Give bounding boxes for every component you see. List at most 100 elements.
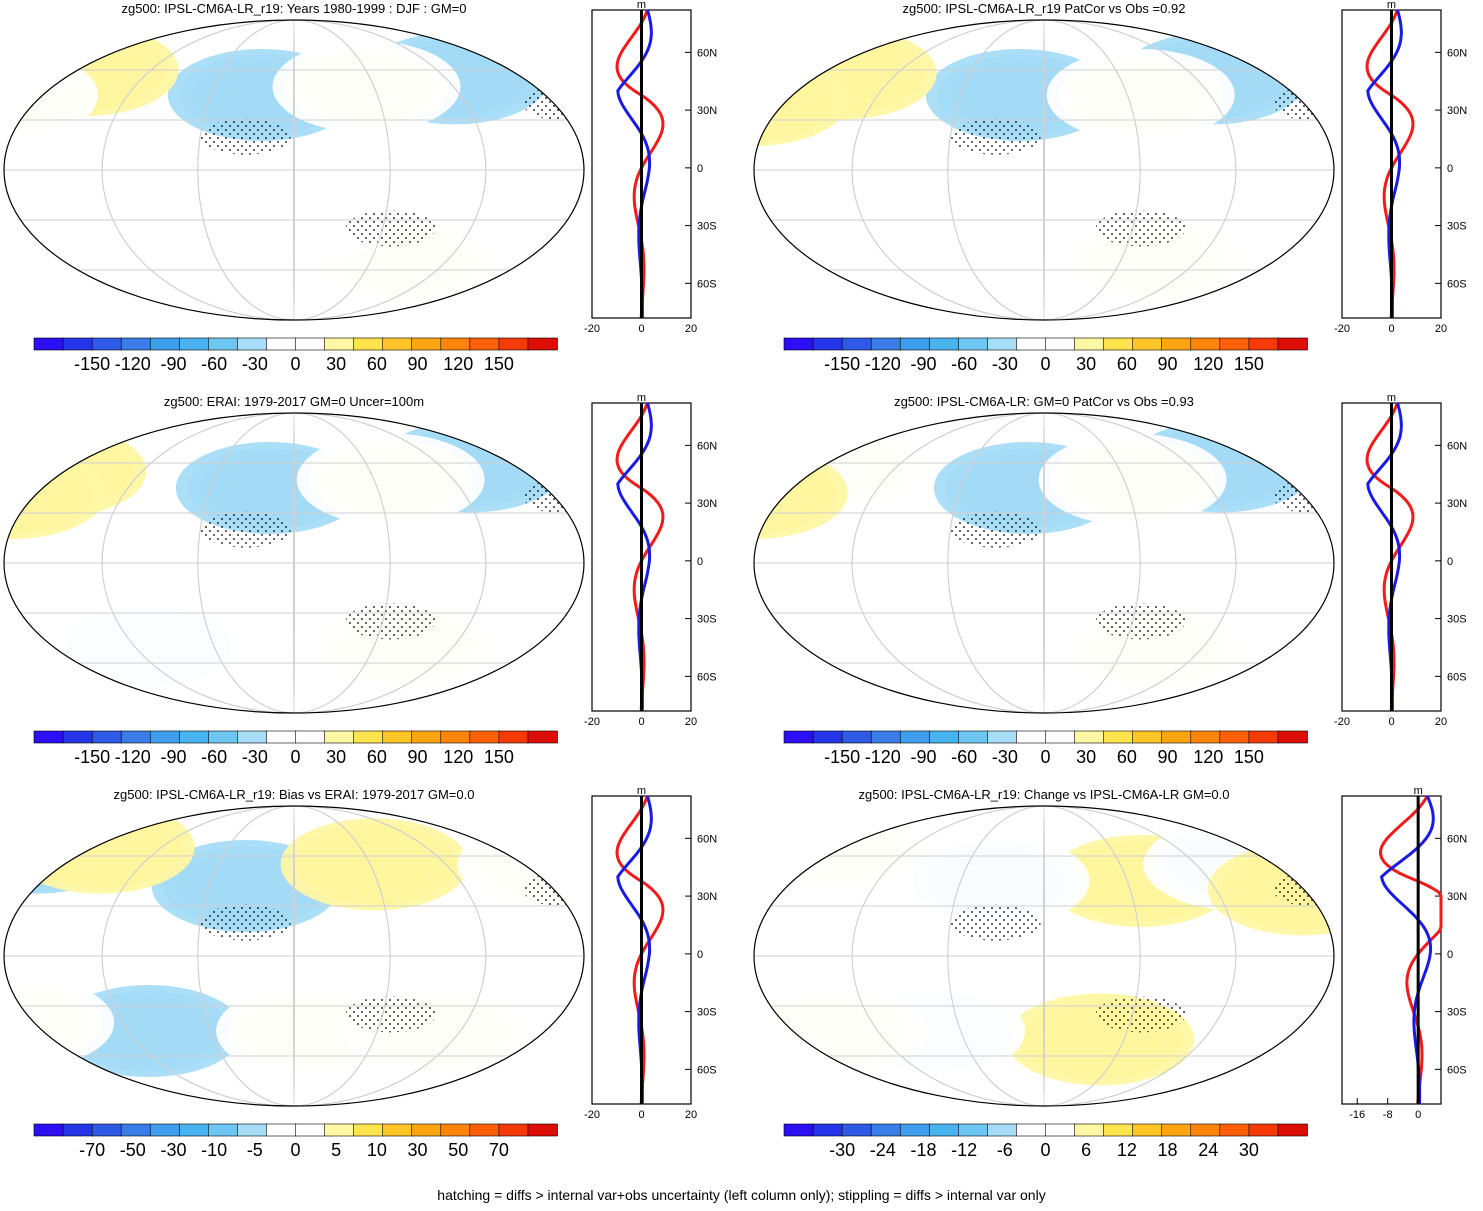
colorbar-bin xyxy=(870,1123,902,1137)
colorbar-bin xyxy=(1248,730,1279,744)
colorbar-bin xyxy=(1248,1123,1279,1137)
colorbar-label: -5 xyxy=(247,1140,263,1160)
colorbar-label: 70 xyxy=(489,1140,509,1160)
profile-line-blue xyxy=(616,9,653,319)
colorbar-bin xyxy=(783,337,814,351)
profile-line-blue xyxy=(616,795,653,1105)
colorbar-bin xyxy=(1277,730,1308,744)
colorbar-bin xyxy=(899,1123,931,1137)
colorbar-bin xyxy=(469,1123,500,1137)
y-tick-label: 30S xyxy=(1447,614,1467,626)
y-tick-label: 30N xyxy=(697,891,717,903)
stippling xyxy=(1095,210,1186,247)
colorbar-label: -60 xyxy=(951,354,977,374)
y-tick-label: 60S xyxy=(1447,278,1467,290)
y-tick-label: 60S xyxy=(697,278,717,290)
y-tick-label: 60S xyxy=(697,671,717,683)
colorbar-bin xyxy=(382,1123,413,1137)
colorbar-bin xyxy=(149,1123,181,1137)
colorbar-label: -10 xyxy=(201,1140,227,1160)
colorbar-label: -30 xyxy=(829,1140,855,1160)
colorbar-bin xyxy=(1132,337,1163,351)
map xyxy=(753,19,1335,321)
map xyxy=(3,805,585,1107)
colorbar-bin xyxy=(498,730,529,744)
graticule-lon xyxy=(197,20,391,320)
colorbar-bin xyxy=(1161,1123,1192,1137)
colorbar-bin xyxy=(295,337,326,351)
colorbar-bin xyxy=(1161,337,1192,351)
anomaly-blob xyxy=(296,433,485,526)
x-tick-label: 0 xyxy=(638,1109,644,1121)
colorbar-bin xyxy=(812,1123,843,1137)
colorbar-bin xyxy=(1103,730,1134,744)
colorbar-bin xyxy=(324,1123,355,1137)
map xyxy=(3,19,585,321)
colorbar-bin xyxy=(266,337,297,351)
chart-panel-5: zg500: IPSL-CM6A-LR_r19: Bias vs ERAI: 1… xyxy=(3,785,717,1160)
graticule-lon xyxy=(851,20,1237,320)
y-tick-label: 60N xyxy=(697,440,717,452)
colorbar-bin xyxy=(353,1123,384,1137)
colorbar-bin xyxy=(178,1123,210,1137)
colorbar-label: 90 xyxy=(408,747,428,767)
colorbar-label: 12 xyxy=(1117,1140,1137,1160)
map-outline xyxy=(3,412,585,714)
stippling xyxy=(1272,85,1334,122)
colorbar-label: -120 xyxy=(115,747,151,767)
anomaly-blob xyxy=(901,835,1090,927)
y-tick-label: 30N xyxy=(1447,498,1467,510)
colorbar-bin xyxy=(33,337,64,351)
stippling xyxy=(200,118,291,155)
colorbar-label: -50 xyxy=(120,1140,146,1160)
colorbar-bin xyxy=(91,730,122,744)
colorbar-bin xyxy=(120,1123,152,1137)
stippling xyxy=(200,904,291,941)
y-tick-label: 0 xyxy=(1447,556,1453,568)
zonal-profile: m -20 0 20 60N 30N 0 30S 60S xyxy=(584,0,717,335)
colorbar-label: -150 xyxy=(824,354,860,374)
colorbar-bin xyxy=(812,730,843,744)
x-tick-label: -20 xyxy=(584,323,600,335)
graticule-lon xyxy=(1043,806,1045,1106)
colorbar-bin xyxy=(324,730,355,744)
colorbar-label: 0 xyxy=(290,354,300,374)
colorbar-label: -6 xyxy=(997,1140,1013,1160)
profile-unit: m xyxy=(637,785,646,797)
stippling xyxy=(522,478,584,515)
colorbar: -150 -120 -90 -60 -30 0 30 60 90 120 150 xyxy=(33,730,558,767)
anomaly-blob xyxy=(754,447,848,539)
colorbar-bin xyxy=(783,1123,814,1137)
colorbar-bin xyxy=(1016,1123,1047,1137)
stippling xyxy=(522,871,584,908)
x-tick-label: -20 xyxy=(1334,716,1350,728)
colorbar-label: 50 xyxy=(448,1140,468,1160)
y-tick-label: 60S xyxy=(1447,1064,1467,1076)
colorbar-label: 120 xyxy=(443,747,473,767)
colorbar-label: 0 xyxy=(1040,747,1050,767)
colorbar-label: 0 xyxy=(290,1140,300,1160)
graticule-lon xyxy=(101,20,487,320)
y-tick-label: 30N xyxy=(1447,105,1467,117)
y-tick-label: 0 xyxy=(1447,949,1453,961)
map-field xyxy=(754,806,1334,1106)
graticule-lon xyxy=(293,413,295,713)
colorbar-bin xyxy=(91,337,122,351)
colorbar-label: -150 xyxy=(74,354,110,374)
colorbar-bin xyxy=(783,730,814,744)
colorbar-bin xyxy=(382,337,413,351)
profile-frame xyxy=(1341,795,1442,1105)
y-tick-label: 60N xyxy=(1447,833,1467,845)
colorbar-label: -90 xyxy=(160,747,186,767)
anomaly-blob xyxy=(805,600,993,693)
colorbar-bin xyxy=(1103,1123,1134,1137)
colorbar-label: -150 xyxy=(824,747,860,767)
anomaly-blob xyxy=(805,207,993,300)
colorbar-label: -150 xyxy=(74,747,110,767)
anomaly-blob xyxy=(754,806,929,894)
anomaly-blob xyxy=(754,985,929,1077)
x-tick-label: 0 xyxy=(638,323,644,335)
y-tick-label: 0 xyxy=(697,556,703,568)
colorbar-label: 90 xyxy=(408,354,428,374)
